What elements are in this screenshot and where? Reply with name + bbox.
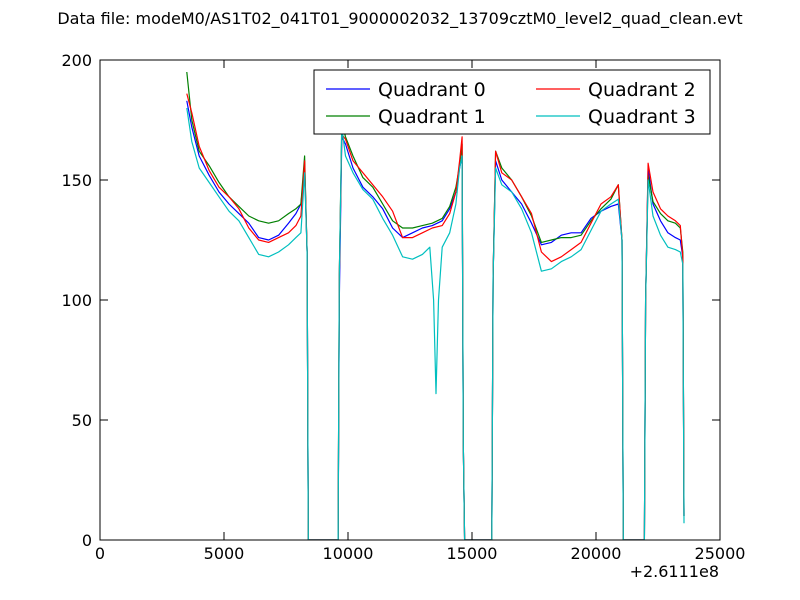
legend-label-quadrant-2: Quadrant 2 [588,79,696,101]
series-line-quadrant-0 [186,100,685,540]
x-tick-label: 25000 [695,544,746,563]
chart-title: Data file: modeM0/AS1T02_041T01_90000020… [57,9,742,29]
plot-area: 0 5000 10000 15000 20000 25000 0 50 100 150 200 Qua… [61,51,745,563]
x-axis-offset-label: +2.6111e8 [630,562,719,581]
x-tick-label: 5000 [204,544,245,563]
y-tick-label: 200 [61,51,92,70]
series-line-quadrant-2 [186,93,685,540]
legend-label-quadrant-0: Quadrant 0 [378,79,486,101]
x-tick-label: 0 [95,544,105,563]
y-tick-label: 150 [61,171,92,190]
x-tick-label: 10000 [323,544,374,563]
legend-box [313,69,711,135]
y-tick-label: 0 [82,531,92,550]
x-tick-label: 20000 [571,544,622,563]
legend-label-quadrant-3: Quadrant 3 [588,106,696,128]
y-tick-label: 50 [72,411,92,430]
series-line-quadrant-1 [186,71,685,540]
legend: Quadrant 0 Quadrant 1 Quadrant 2 Quadrant 3 [313,69,711,135]
y-tick-label: 100 [61,291,92,310]
legend-label-quadrant-1: Quadrant 1 [378,106,486,128]
x-tick-label: 15000 [447,544,498,563]
series-line-quadrant-3 [186,107,685,540]
